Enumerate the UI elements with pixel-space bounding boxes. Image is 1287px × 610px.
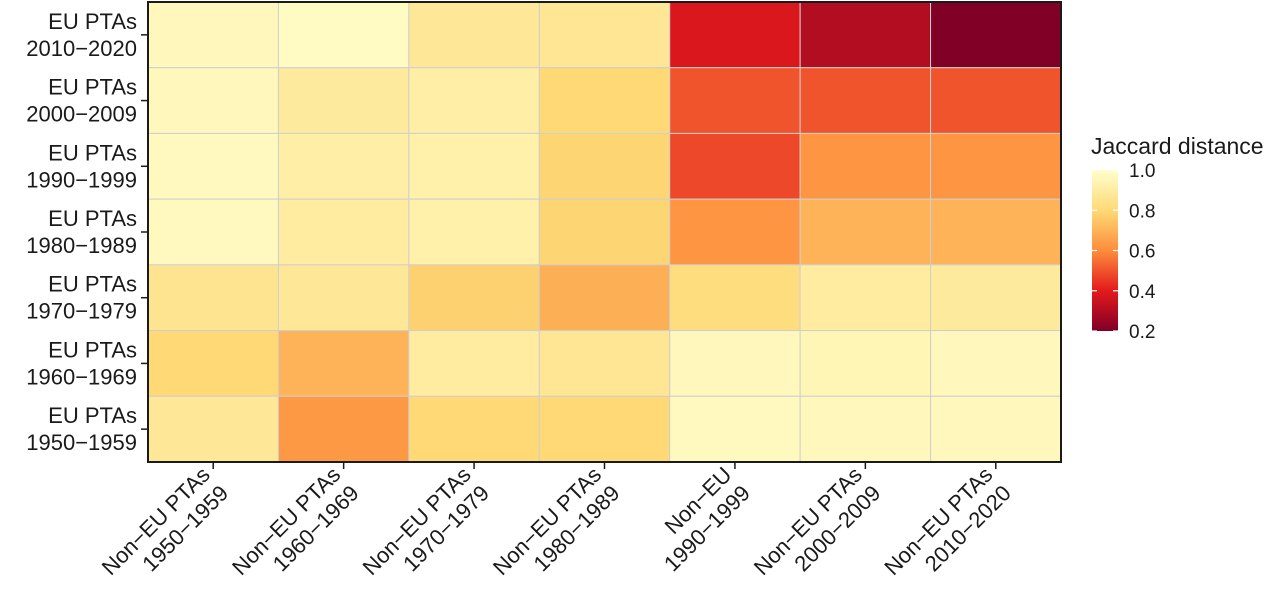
heatmap-cell [799,198,932,266]
heatmap-cell [669,264,801,332]
x-tick-label: Non−EU PTAs1950−1959 [97,462,234,599]
heatmap-cell [930,132,1062,200]
heatmap-cell [930,198,1062,266]
y-tick-label: EU PTAs 1970−1979 [26,272,137,324]
heatmap-cell [669,132,801,200]
x-tick-label: Non−EU1990−1999 [641,462,755,576]
x-tick-label: Non−EU PTAs1960−1969 [227,462,364,599]
heatmap-cell [408,264,540,332]
y-tick-label: EU PTAs 1980−1989 [26,206,137,258]
heatmap-cell [408,132,540,200]
heatmap-cell [147,264,279,332]
heatmap-cell [799,1,932,69]
heatmap-cell [147,67,279,134]
x-tick-label: Non−EU PTAs2010−2020 [879,462,1016,599]
legend-tick-label: 0.8 [1129,201,1155,222]
color-legend: Jaccard distance 1.0 0.8 0.6 0.4 0.2 [1091,133,1264,343]
heatmap-cell [799,67,932,134]
legend-tick-label: 0.2 [1129,322,1155,343]
heatmap-cell [147,330,279,397]
heatmap-cell [669,395,801,463]
heatmap-cell [669,198,801,266]
heatmap-cell [538,1,671,69]
heatmap-cell [669,67,801,134]
x-tick-label: Non−EU PTAs1980−1989 [488,462,625,599]
heatmap-cell [538,198,671,266]
heatmap-cell [147,395,279,463]
heatmap-cell [669,1,801,69]
legend-tick-label: 0.6 [1129,242,1155,263]
y-tick-label: EU PTAs 2010−2020 [26,9,137,61]
heatmap-cell [669,330,801,397]
heatmap-cell [408,395,540,463]
heatmap-cell [408,198,540,266]
y-tick-label: EU PTAs 2000−2009 [26,75,137,127]
heatmap-cell [277,198,410,266]
heatmap-cell [799,264,932,332]
legend-tick-label: 1.0 [1129,161,1155,182]
heatmap-cell [538,395,671,463]
heatmap-cell [930,264,1062,332]
heatmap-cell [147,198,279,266]
heatmap-cell [930,330,1062,397]
heatmap-cell [147,1,279,69]
y-tick-label: EU PTAs 1960−1969 [26,337,137,389]
heatmap-cell [930,395,1062,463]
legend-ticks: 1.0 0.8 0.6 0.4 0.2 [1092,161,1156,343]
heatmap-cell [538,132,671,200]
heatmap-cell [277,330,410,397]
plot-panel-border [147,1,1062,463]
heatmap-cell [277,67,410,134]
heatmap-cell [799,395,932,463]
heatmap-cell [538,330,671,397]
legend-tick-label: 0.4 [1129,282,1156,303]
heatmap-cell [930,1,1062,69]
heatmap-cell [408,1,540,69]
y-axis: EU PTAs 2010−2020 EU PTAs 2000−2009 EU PTAs 1… [26,9,148,455]
heatmap-cells [147,1,1062,463]
heatmap-cell [799,330,932,397]
heatmap-cell [538,67,671,134]
heatmap-cell [147,132,279,200]
y-tick-label: EU PTAs 1990−1999 [26,140,137,192]
heatmap-cell [538,264,671,332]
heatmap-cell [799,132,932,200]
y-tick-label: EU PTAs 1950−1959 [26,403,137,455]
heatmap-cell [277,264,410,332]
x-tick-label: Non−EU PTAs2000−2009 [749,462,886,599]
heatmap-cell [408,67,540,134]
heatmap-cell [277,395,410,463]
x-tick-label: Non−EU PTAs1970−1979 [358,462,495,599]
heatmap-cell [277,132,410,200]
heatmap-cell [408,330,540,397]
legend-title: Jaccard distance [1091,133,1264,159]
heatmap-cell [277,1,410,69]
heatmap-cell [930,67,1062,134]
